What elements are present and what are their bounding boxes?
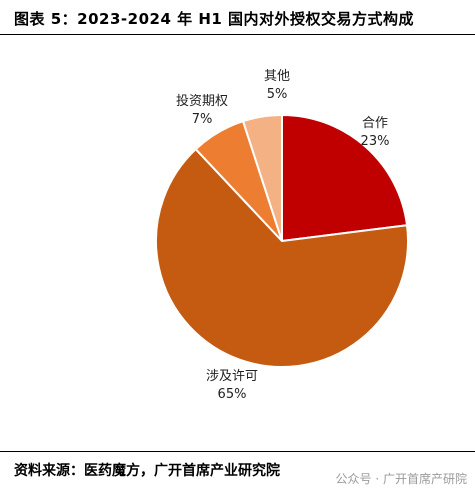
slice-name-label-2: 涉及许可: [206, 369, 258, 384]
pie-slices: [155, 113, 409, 368]
source-note: 资料来源：医药魔方，广开首席产业研究院: [14, 463, 280, 479]
slice-name-label-4: 其他: [264, 69, 290, 84]
slice-value-label-4: 5%: [267, 87, 288, 102]
slice-labels: 合作 23% 涉及许可 65% 投资期权 7% 其他 5%: [176, 69, 389, 402]
pie-slice-1: [281, 113, 409, 243]
pie-slice-4: [241, 113, 283, 242]
title-rule: [0, 34, 475, 35]
pie-slice-2: [155, 147, 409, 368]
source-rule: [0, 451, 475, 452]
slice-name-label-3: 投资期权: [176, 93, 228, 109]
slice-value-label-1: 23%: [361, 134, 390, 149]
slice-name-label-1: 合作: [362, 116, 388, 131]
slice-value-label-3: 7%: [192, 112, 213, 127]
chart-title: 图表 5：2023-2024 年 H1 国内对外授权交易方式构成: [14, 10, 415, 28]
watermark: 公众号 · 广开首席产研院: [335, 472, 467, 486]
slice-value-label-2: 65%: [218, 387, 247, 402]
